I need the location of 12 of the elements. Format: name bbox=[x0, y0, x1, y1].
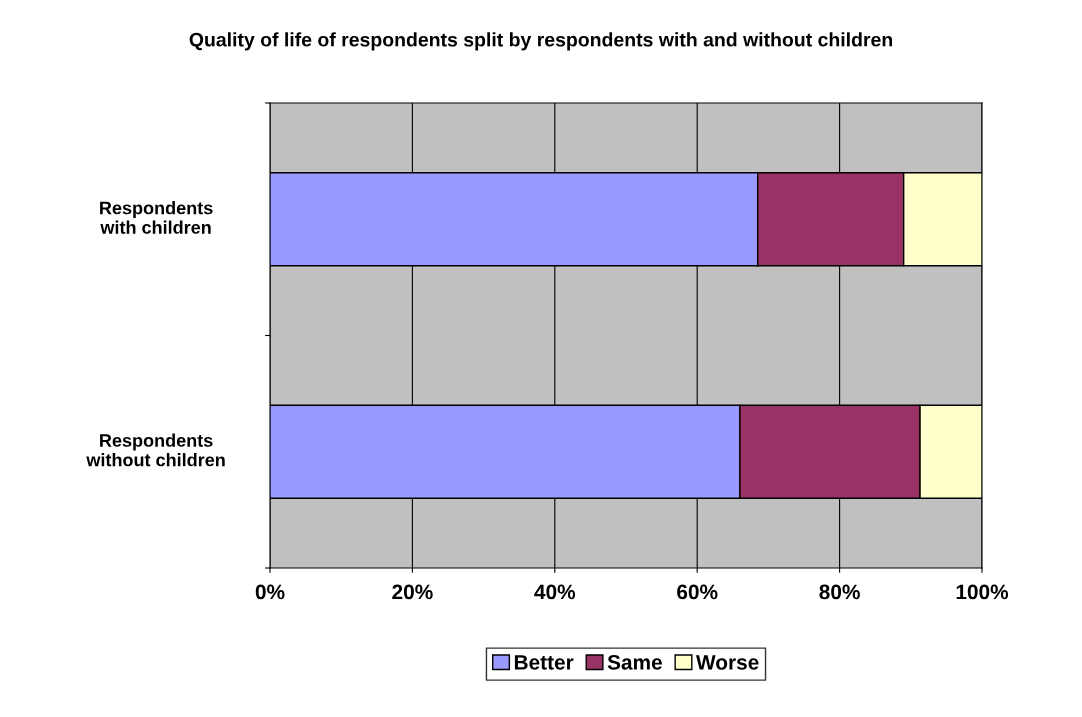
x-tick-label: 20% bbox=[392, 584, 433, 600]
y-tick-label: Respondents without children bbox=[86, 433, 225, 467]
y-tick-label: Respondents with children bbox=[100, 201, 213, 234]
x-tick-label: 60% bbox=[677, 584, 718, 600]
legend-label: Same bbox=[607, 654, 662, 670]
x-tick-label: 100% bbox=[956, 584, 1009, 600]
x-tick-label: 0% bbox=[255, 584, 285, 600]
legend-label: Better bbox=[514, 655, 574, 670]
x-tick-label: 80% bbox=[819, 584, 860, 600]
chart-title: Quality of life of respondents split by respondents with and without children bbox=[189, 32, 892, 51]
x-tick-label: 40% bbox=[534, 584, 576, 600]
legend-label: Worse bbox=[696, 655, 759, 670]
